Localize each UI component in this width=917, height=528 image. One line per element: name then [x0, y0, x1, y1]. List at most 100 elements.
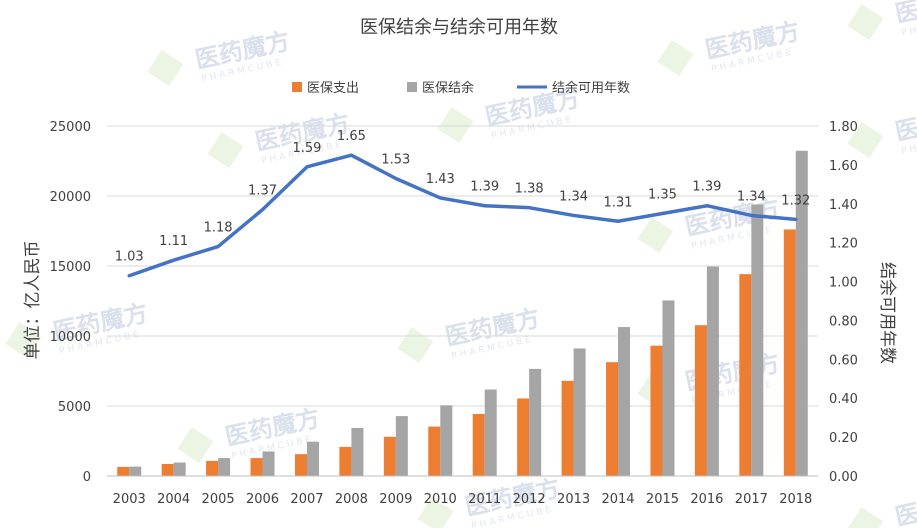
x-tick-label: 2009 [379, 492, 412, 507]
x-tick-label: 2014 [601, 492, 634, 507]
bar-balance [529, 368, 542, 476]
watermark-logo [637, 217, 674, 253]
legend-swatch-expense [292, 82, 302, 92]
y-tick-label-right: 1.80 [829, 120, 858, 135]
bar-balance [129, 466, 142, 476]
bar-expense [161, 463, 174, 476]
bar-expense [650, 345, 663, 476]
bar-expense [383, 436, 396, 476]
bar-expense [428, 426, 441, 476]
watermark-logo [397, 327, 434, 363]
bar-expense [606, 362, 619, 476]
bar-series [117, 150, 808, 477]
x-tick-label: 2007 [290, 492, 323, 507]
bar-expense [561, 380, 574, 476]
y-tick-label-left: 25000 [50, 120, 91, 135]
bar-expense [783, 229, 796, 476]
bar-balance [306, 441, 319, 476]
x-tick-label: 2011 [468, 492, 501, 507]
y-tick-label-right: 0.60 [829, 353, 858, 368]
x-tick-label: 2017 [735, 492, 768, 507]
y-tick-label-left: 10000 [50, 330, 91, 345]
bar-balance [795, 150, 808, 476]
bar-expense [517, 398, 530, 476]
bar-balance [262, 451, 275, 476]
data-label: 1.59 [292, 141, 321, 156]
line-series: 1.03 1.11 1.18 1.37 1.59 1.65 1.53 1.43 1.39 1.38… [115, 129, 810, 278]
data-label: 1.53 [381, 153, 410, 168]
data-label: 1.43 [426, 172, 455, 187]
data-label: 1.11 [159, 234, 188, 249]
data-label: 1.34 [559, 189, 588, 204]
bar-expense [250, 458, 263, 476]
x-tick-label: 2015 [646, 492, 679, 507]
watermark-logo [657, 40, 694, 76]
legend-label-balance: 医保结余 [422, 80, 474, 96]
data-label: 1.18 [204, 221, 233, 236]
data-label: 1.65 [337, 129, 366, 144]
bar-balance [218, 458, 231, 476]
y-axis-title-left: 单位：亿人民币 [23, 241, 43, 360]
watermark-brand: 医药魔方 [893, 484, 917, 528]
y-tick-label-right: 1.40 [829, 198, 858, 213]
x-tick-label: 2008 [335, 492, 368, 507]
bar-expense [472, 413, 485, 476]
y-tick-label-right: 0.40 [829, 392, 858, 407]
bar-balance [173, 462, 186, 476]
data-label: 1.39 [470, 180, 499, 195]
legend: 医保支出 医保结余 结余可用年数 [292, 80, 630, 96]
data-label: 1.38 [515, 182, 544, 197]
legend-label-line: 结余可用年数 [552, 80, 630, 96]
y-tick-label-right: 0.00 [829, 470, 858, 485]
y-axis-title-right: 结余可用年数 [877, 262, 897, 364]
bar-balance [484, 389, 497, 476]
x-tick-label: 2013 [557, 492, 590, 507]
y-tick-label-left: 0 [83, 470, 91, 485]
line-years-available [127, 153, 798, 278]
bar-expense [117, 466, 130, 476]
bar-expense [206, 460, 219, 476]
watermark-logo [847, 507, 884, 528]
y-tick-label-left: 20000 [50, 190, 91, 205]
watermark-brand: 医药魔方 [893, 0, 917, 28]
legend-label-expense: 医保支出 [307, 81, 359, 96]
bar-expense [739, 274, 752, 476]
watermark-logo [847, 122, 884, 158]
watermark-logo [5, 322, 42, 358]
watermark-logo [417, 497, 454, 528]
watermark-logo [437, 107, 474, 143]
y-tick-label-right: 1.20 [829, 237, 858, 252]
x-tick-label: 2012 [513, 492, 546, 507]
bar-expense [339, 446, 352, 476]
watermark-logo [147, 50, 184, 86]
y-tick-label-right: 1.60 [829, 159, 858, 174]
x-tick-label: 2016 [690, 492, 723, 507]
data-label: 1.39 [692, 180, 721, 195]
bar-balance [351, 427, 364, 476]
bar-expense [694, 325, 707, 476]
axes: 0 5000 10000 15000 20000 25000 0.00 0.20 0.40 0.6… [50, 120, 858, 507]
legend-swatch-balance [407, 82, 417, 92]
data-label: 1.37 [248, 184, 277, 199]
chart-title: 医保结余与结余可用年数 [360, 17, 558, 38]
x-tick-label: 2010 [424, 492, 457, 507]
bar-balance [395, 416, 408, 476]
x-tick-label: 2006 [246, 492, 279, 507]
bar-balance [440, 405, 453, 476]
x-tick-label: 2003 [113, 492, 146, 507]
bar-balance [751, 204, 764, 477]
data-label: 1.34 [737, 189, 766, 204]
bar-balance [662, 300, 675, 476]
x-tick-label: 2004 [157, 492, 190, 507]
watermark-logo [847, 4, 884, 40]
watermark-logo [207, 132, 244, 168]
y-tick-label-left: 5000 [58, 400, 91, 415]
x-tick-label: 2005 [202, 492, 235, 507]
y-tick-label-right: 0.80 [829, 314, 858, 329]
